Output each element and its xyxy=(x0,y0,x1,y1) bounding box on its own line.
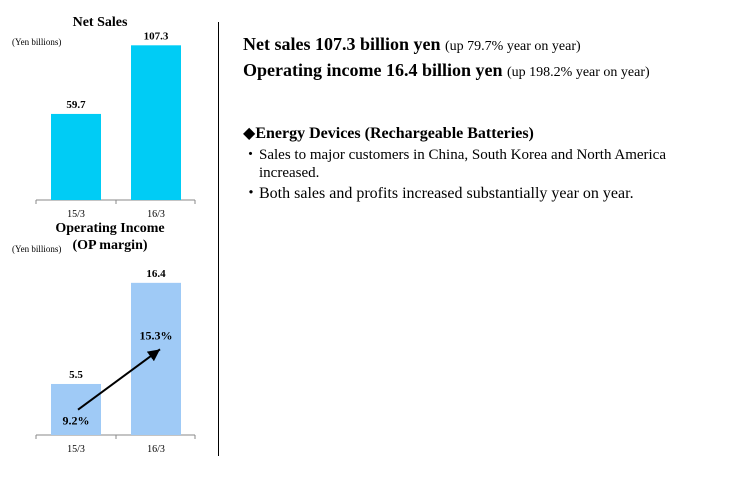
bullet-icon: ・ xyxy=(243,185,260,202)
op-margin-label: 15.3% xyxy=(140,328,173,342)
bullet-text: Sales to major customers in China, South… xyxy=(259,147,666,163)
net-sales-headline: Net sales 107.3 billion yen (up 79.7% ye… xyxy=(243,34,581,55)
bar-value-label: 107.3 xyxy=(144,30,169,42)
net-sales-unit: (Yen billions) xyxy=(12,37,62,47)
op-income-chart: 5.5 15/3 16.4 16/3 9.2% 15.3% xyxy=(35,268,196,455)
bullet-item: ・Both sales and profits increased substa… xyxy=(243,185,743,203)
bar xyxy=(131,282,181,435)
op-margin-label: 9.2% xyxy=(63,414,90,428)
op-margin-arrow xyxy=(77,348,161,411)
net-sales-headline-sub: (up 79.7% year on year) xyxy=(445,39,581,54)
x-tick-label: 15/3 xyxy=(67,444,85,455)
bullet-text: Both sales and profits increased substan… xyxy=(259,185,634,202)
bar-value-label: 5.5 xyxy=(69,369,83,381)
x-tick-label: 16/3 xyxy=(147,444,165,455)
section-heading: ◆Energy Devices (Rechargeable Batteries) xyxy=(243,123,534,143)
bar-value-label: 16.4 xyxy=(146,268,166,280)
op-income-subtitle: (OP margin) xyxy=(72,238,148,253)
net-sales-title: Net Sales xyxy=(72,15,128,30)
bar xyxy=(131,45,181,200)
op-income-headline-sub: (up 198.2% year on year) xyxy=(507,65,650,80)
bar xyxy=(51,113,101,200)
x-tick-label: 15/3 xyxy=(67,209,85,220)
bullet-item: ・Sales to major customers in China, Sout… xyxy=(243,146,743,182)
section-title: Energy Devices (Rechargeable Batteries) xyxy=(255,125,534,142)
net-sales-chart: 59.7 15/3 107.3 16/3 xyxy=(35,30,196,220)
vertical-divider xyxy=(218,22,219,456)
x-tick-label: 16/3 xyxy=(147,209,165,220)
bar-value-label: 59.7 xyxy=(66,99,86,111)
diamond-icon: ◆ xyxy=(243,125,256,142)
net-sales-headline-main: Net sales 107.3 billion yen xyxy=(243,34,441,54)
op-income-headline-main: Operating income 16.4 billion yen xyxy=(243,60,503,80)
bar xyxy=(51,383,101,435)
bullet-icon: ・ xyxy=(243,147,259,163)
op-income-headline: Operating income 16.4 billion yen (up 19… xyxy=(243,60,650,81)
op-income-unit: (Yen billions) xyxy=(12,244,62,254)
op-income-title: Operating Income xyxy=(55,221,165,236)
bullet-text-continued: increased. xyxy=(259,165,320,181)
